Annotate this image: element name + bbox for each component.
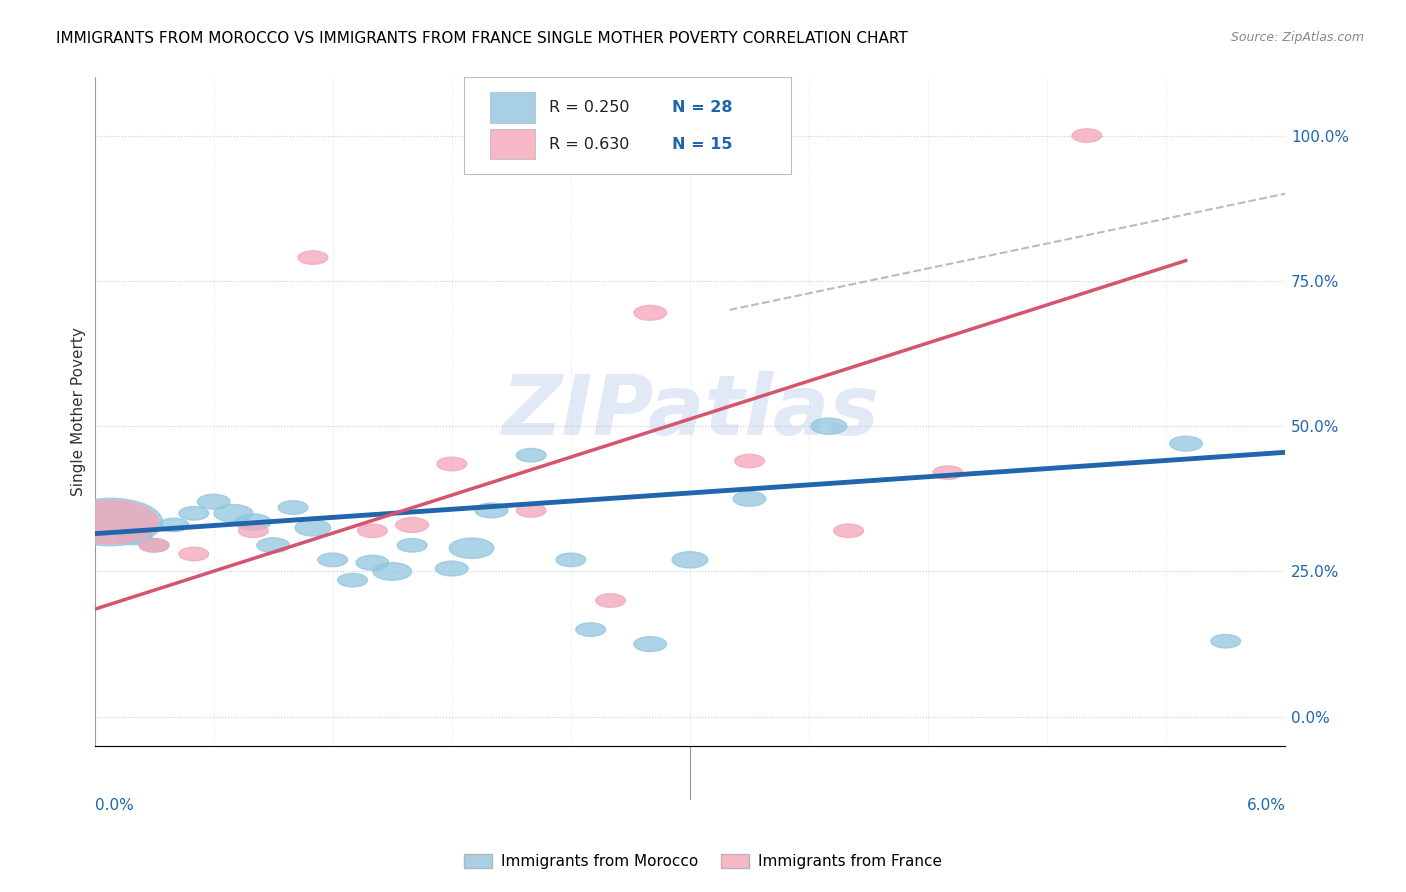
Ellipse shape [318, 553, 347, 566]
Ellipse shape [117, 528, 152, 545]
Ellipse shape [811, 418, 846, 434]
Text: R = 0.630: R = 0.630 [550, 136, 630, 152]
Ellipse shape [733, 491, 766, 507]
Ellipse shape [555, 553, 586, 566]
Ellipse shape [934, 466, 963, 479]
FancyBboxPatch shape [464, 78, 792, 174]
Text: ZIPatlas: ZIPatlas [501, 371, 879, 452]
Ellipse shape [516, 449, 546, 462]
Ellipse shape [436, 561, 468, 576]
Ellipse shape [437, 458, 467, 471]
Ellipse shape [139, 539, 169, 552]
Ellipse shape [139, 539, 169, 552]
FancyBboxPatch shape [489, 93, 536, 122]
Text: N = 15: N = 15 [672, 136, 733, 152]
Ellipse shape [197, 494, 231, 509]
Ellipse shape [356, 556, 389, 570]
Ellipse shape [1071, 128, 1102, 143]
Ellipse shape [63, 500, 157, 544]
Legend: Immigrants from Morocco, Immigrants from France: Immigrants from Morocco, Immigrants from… [458, 848, 948, 875]
Ellipse shape [576, 623, 606, 636]
Ellipse shape [278, 500, 308, 515]
Ellipse shape [179, 507, 208, 520]
Ellipse shape [734, 454, 765, 467]
Text: 0.0%: 0.0% [94, 798, 134, 814]
Text: N = 28: N = 28 [672, 100, 733, 115]
Ellipse shape [634, 637, 666, 651]
Ellipse shape [834, 524, 863, 538]
Ellipse shape [357, 524, 387, 538]
Ellipse shape [398, 539, 427, 552]
Ellipse shape [672, 551, 707, 568]
Ellipse shape [257, 538, 290, 553]
Text: IMMIGRANTS FROM MOROCCO VS IMMIGRANTS FROM FRANCE SINGLE MOTHER POVERTY CORRELAT: IMMIGRANTS FROM MOROCCO VS IMMIGRANTS FR… [56, 31, 908, 46]
Text: R = 0.250: R = 0.250 [550, 100, 630, 115]
Ellipse shape [295, 520, 330, 536]
Ellipse shape [475, 503, 508, 518]
Ellipse shape [159, 518, 188, 532]
Ellipse shape [450, 538, 494, 558]
Ellipse shape [516, 504, 546, 517]
Ellipse shape [59, 499, 163, 546]
Text: Source: ZipAtlas.com: Source: ZipAtlas.com [1230, 31, 1364, 45]
FancyBboxPatch shape [489, 129, 536, 160]
Ellipse shape [179, 547, 208, 561]
Ellipse shape [239, 524, 269, 538]
Ellipse shape [373, 563, 412, 581]
Ellipse shape [634, 305, 666, 320]
Ellipse shape [337, 574, 367, 587]
Y-axis label: Single Mother Poverty: Single Mother Poverty [72, 327, 86, 496]
Ellipse shape [596, 594, 626, 607]
Ellipse shape [235, 514, 271, 530]
Ellipse shape [395, 517, 429, 533]
Ellipse shape [1211, 634, 1240, 648]
Text: 6.0%: 6.0% [1246, 798, 1285, 814]
Ellipse shape [1170, 436, 1202, 451]
Ellipse shape [298, 251, 328, 264]
Ellipse shape [214, 505, 253, 522]
